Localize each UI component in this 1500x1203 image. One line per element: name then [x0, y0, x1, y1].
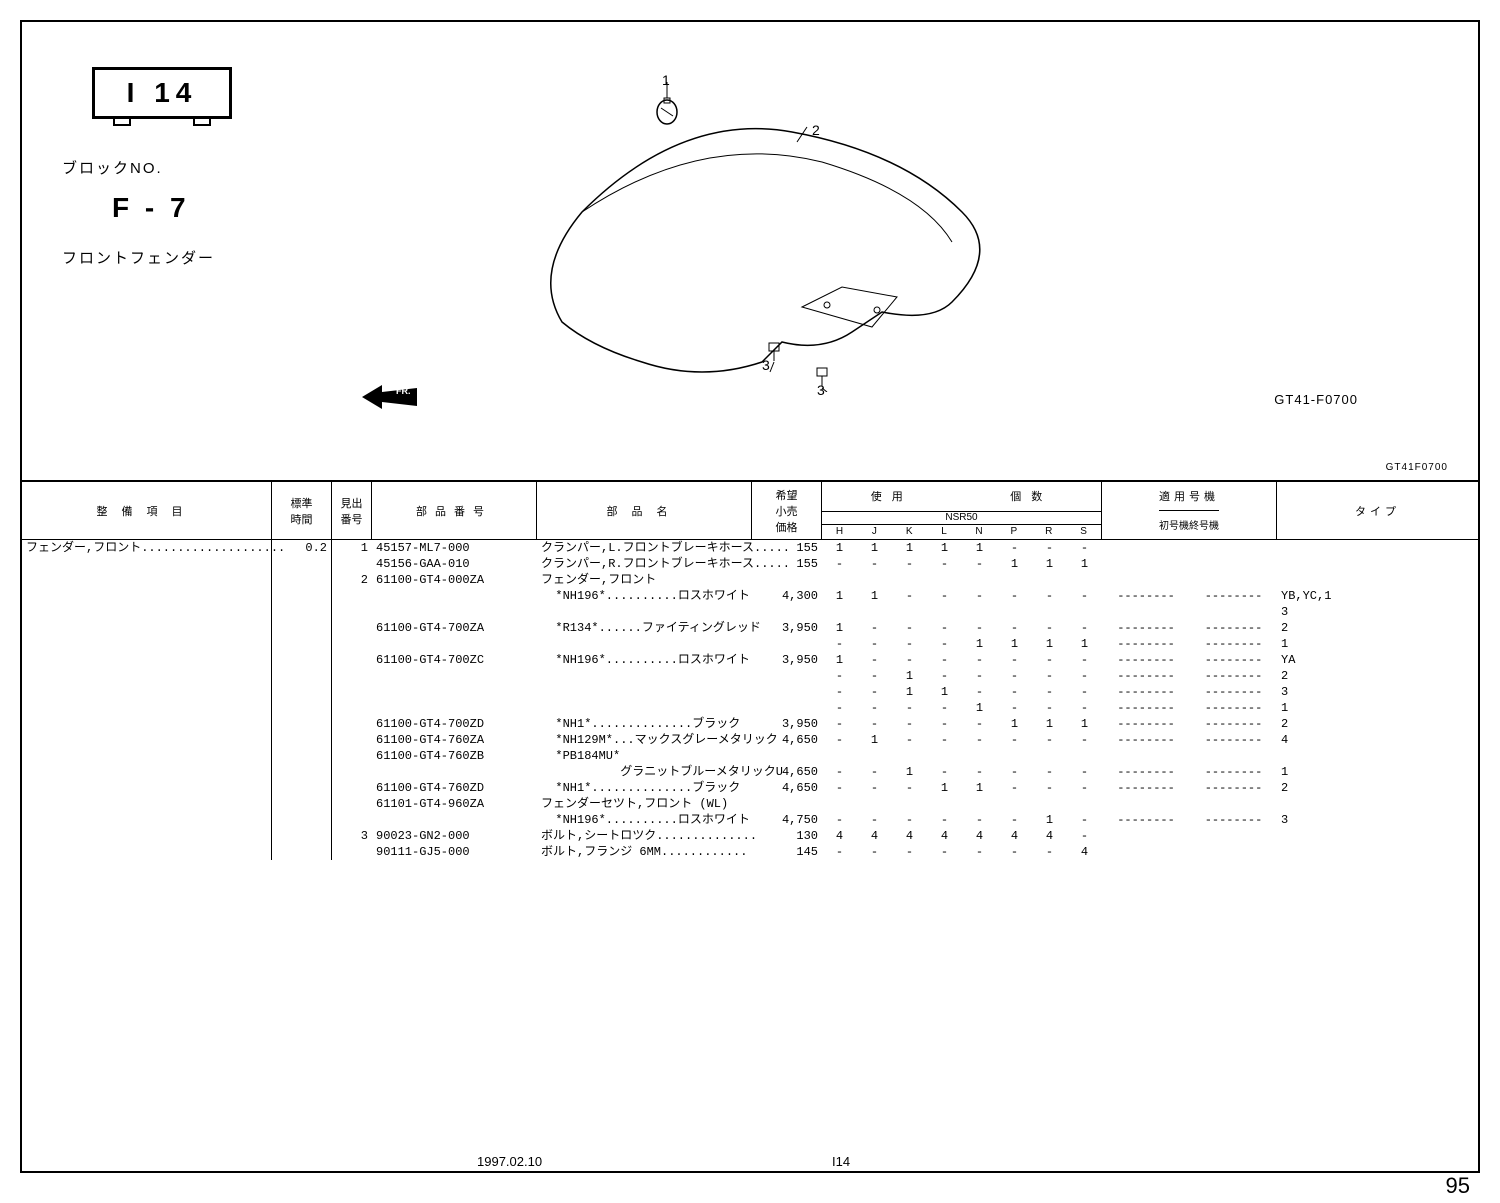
col-app-end: 終号機	[1189, 511, 1219, 540]
table-row: 61100-GT4-760ZD *NH1*..............ブラック4…	[22, 780, 1478, 796]
col-app-start: 初号機	[1159, 511, 1189, 540]
col-part-no: 部品番号	[372, 482, 537, 539]
table-row: --11--------------------3	[22, 684, 1478, 700]
table-row: フェンダー,フロント....................0.2145157-…	[22, 540, 1478, 556]
block-no-label: ブロックNO.	[62, 157, 163, 178]
side-code: GT41F0700	[1386, 462, 1448, 473]
table-row: ----1-------------------1	[22, 700, 1478, 716]
part-title: フロントフェンダー	[62, 247, 215, 268]
diagram-panel: I 14 ブロックNO. F - 7 フロントフェンダー	[22, 22, 1478, 482]
table-row: 45156-GAA-010クランパー,R.フロントブレーキホース.....155…	[22, 556, 1478, 572]
col-type: タイプ	[1277, 482, 1478, 539]
table-body: フェンダー,フロント....................0.2145157-…	[22, 540, 1478, 860]
table-row: グラニットブルーメタリックU4,650--1------------------…	[22, 764, 1478, 780]
col-std-time: 標準 時間	[272, 482, 332, 539]
table-row: 61101-GT4-960ZAフェンダーセツト,フロント (WL)	[22, 796, 1478, 812]
col-application: 適用号機 初号機 終号機	[1102, 482, 1277, 539]
col-model: NSR50	[822, 511, 1101, 525]
fender-diagram	[502, 72, 1022, 392]
table-row: --1---------------------2	[22, 668, 1478, 684]
table-row: 261100-GT4-000ZAフェンダー,フロント	[22, 572, 1478, 588]
table-row: 90111-GJ5-000ボルト,フランジ 6MM............145…	[22, 844, 1478, 860]
callout-3b: 3	[817, 382, 825, 398]
table-row: 390023-GN2-000ボルト,シートロツク..............13…	[22, 828, 1478, 844]
col-usage-qty: 使用 個数 NSR50 H J K L N P R S	[822, 482, 1102, 539]
col-ref-no: 見出 番号	[332, 482, 372, 539]
col-usage-label: 使用	[822, 482, 962, 511]
block-number-box: I 14	[92, 67, 232, 119]
table-row: *NH196*..........ロスホワイト4,750------1-----…	[22, 812, 1478, 828]
table-header: 整備項目 標準 時間 見出 番号 部品番号 部品名 希望 小売 価格 使用 個数…	[22, 482, 1478, 540]
col-qty-label: 個数	[962, 482, 1102, 511]
table-row: 3	[22, 604, 1478, 620]
table-row: 61100-GT4-700ZC *NH196*..........ロスホワイト3…	[22, 652, 1478, 668]
callout-1: 1	[662, 72, 670, 88]
diagram-code: GT41-F0700	[1274, 392, 1358, 407]
callout-2: 2	[812, 122, 820, 138]
table-row: 61100-GT4-760ZB *PB184MU*	[22, 748, 1478, 764]
svg-text:FR.: FR.	[396, 386, 411, 396]
page-number: 95	[1446, 1173, 1470, 1199]
col-model-codes: H J K L N P R S	[822, 525, 1101, 540]
footer-block: I14	[832, 1154, 850, 1169]
table-row: 61100-GT4-700ZD *NH1*..............ブラック3…	[22, 716, 1478, 732]
table-row: ----1111----------------1	[22, 636, 1478, 652]
table-row: 61100-GT4-760ZA *NH129M*...マックスグレーメタリック4…	[22, 732, 1478, 748]
col-maintenance: 整備項目	[22, 482, 272, 539]
table-row: 61100-GT4-700ZA *R134*......ファイティングレッド3,…	[22, 620, 1478, 636]
page-frame: I 14 ブロックNO. F - 7 フロントフェンダー	[20, 20, 1480, 1173]
col-price: 希望 小売 価格	[752, 482, 822, 539]
footer-date: 1997.02.10	[477, 1154, 542, 1169]
parts-table: 整備項目 標準 時間 見出 番号 部品番号 部品名 希望 小売 価格 使用 個数…	[22, 482, 1478, 1171]
fr-arrow-icon: FR.	[362, 382, 422, 412]
block-code: F - 7	[112, 192, 190, 224]
table-row: *NH196*..........ロスホワイト4,30011----------…	[22, 588, 1478, 604]
col-description: 部品名	[537, 482, 752, 539]
callout-3a: 3	[762, 357, 770, 373]
